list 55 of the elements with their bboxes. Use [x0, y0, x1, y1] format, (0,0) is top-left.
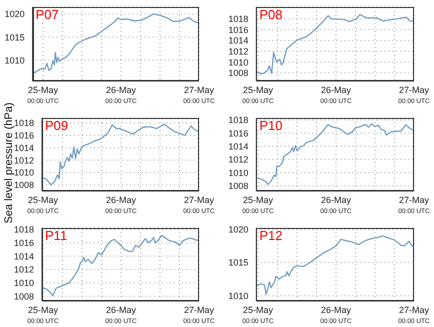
chart-title: P11: [45, 228, 68, 243]
y-tick-label: 1008: [228, 68, 248, 78]
chart-title: P12: [259, 228, 283, 243]
y-tick-label: 1008: [228, 180, 248, 191]
y-tick-label: 1014: [228, 141, 248, 152]
x-tick-label: 25-May 00:00 UTC: [27, 305, 60, 325]
x-tick-label: 25-May 00:00 UTC: [242, 85, 274, 105]
x-tick-label: 27-May 00:00 UTC: [183, 195, 216, 215]
x-tick-label: 26-May 00:00 UTC: [105, 305, 138, 325]
x-tick-label: 26-May 00:00 UTC: [105, 85, 138, 105]
x-tick-label: 25-May 00:00 UTC: [242, 305, 274, 325]
y-tick-label: 1016: [14, 238, 34, 248]
y-tick-label: 1010: [228, 57, 248, 68]
y-tick-label: 1010: [228, 168, 248, 178]
y-tick-label: 1010: [228, 290, 248, 301]
chart-title: P07: [36, 7, 59, 22]
y-tick-label: 1015: [4, 32, 25, 42]
y-tick-label: 1012: [228, 46, 248, 56]
y-tick-label: 1016: [14, 130, 34, 141]
y-tick-label: 1018: [228, 115, 248, 126]
chart-title: P10: [259, 118, 283, 133]
y-tick-label: 1018: [14, 118, 34, 128]
y-tick-label: 1018: [14, 224, 34, 235]
y-tick-label: 1018: [228, 14, 248, 24]
y-tick-label: 1014: [14, 251, 34, 262]
x-tick-label: 26-May 00:00 UTC: [105, 195, 138, 215]
x-tick-label: 27-May 00:00 UTC: [398, 195, 430, 215]
x-tick-label: 27-May 00:00 UTC: [398, 85, 430, 105]
x-tick-label: 25-May 00:00 UTC: [27, 195, 60, 215]
x-tick-label: 25-May 00:00 UTC: [27, 85, 60, 105]
y-tick-label: 1012: [14, 264, 34, 275]
y-tick-label: 1020: [228, 224, 248, 235]
y-tick-label: 1008: [14, 180, 34, 190]
x-tick-label: 27-May 00:00 UTC: [183, 85, 216, 105]
y-tick-label: 1020: [4, 9, 25, 20]
y-tick-label: 1014: [228, 36, 248, 46]
y-tick-label: 1014: [14, 142, 34, 153]
y-tick-label: 1008: [14, 292, 34, 302]
y-tick-label: 1012: [228, 154, 248, 165]
x-tick-label: 26-May 00:00 UTC: [320, 305, 352, 325]
x-tick-label: 25-May 00:00 UTC: [242, 195, 274, 215]
y-tick-label: 1015: [228, 258, 248, 268]
x-tick-label: 27-May 00:00 UTC: [183, 305, 216, 325]
x-tick-label: 26-May 00:00 UTC: [320, 85, 352, 105]
y-tick-label: 1012: [14, 155, 34, 166]
y-tick-label: 1010: [14, 278, 34, 288]
y-tick-label: 1016: [228, 128, 248, 138]
chart-title: P09: [45, 118, 68, 133]
x-tick-label: 27-May 00:00 UTC: [398, 305, 430, 325]
y-axis-title: Sea level pressure (hPa): [3, 102, 15, 224]
x-tick-label: 26-May 00:00 UTC: [320, 195, 352, 215]
y-tick-label: 1010: [4, 55, 25, 66]
y-tick-label: 1016: [228, 24, 248, 35]
y-tick-label: 1010: [14, 168, 34, 178]
chart-title: P08: [259, 7, 283, 22]
